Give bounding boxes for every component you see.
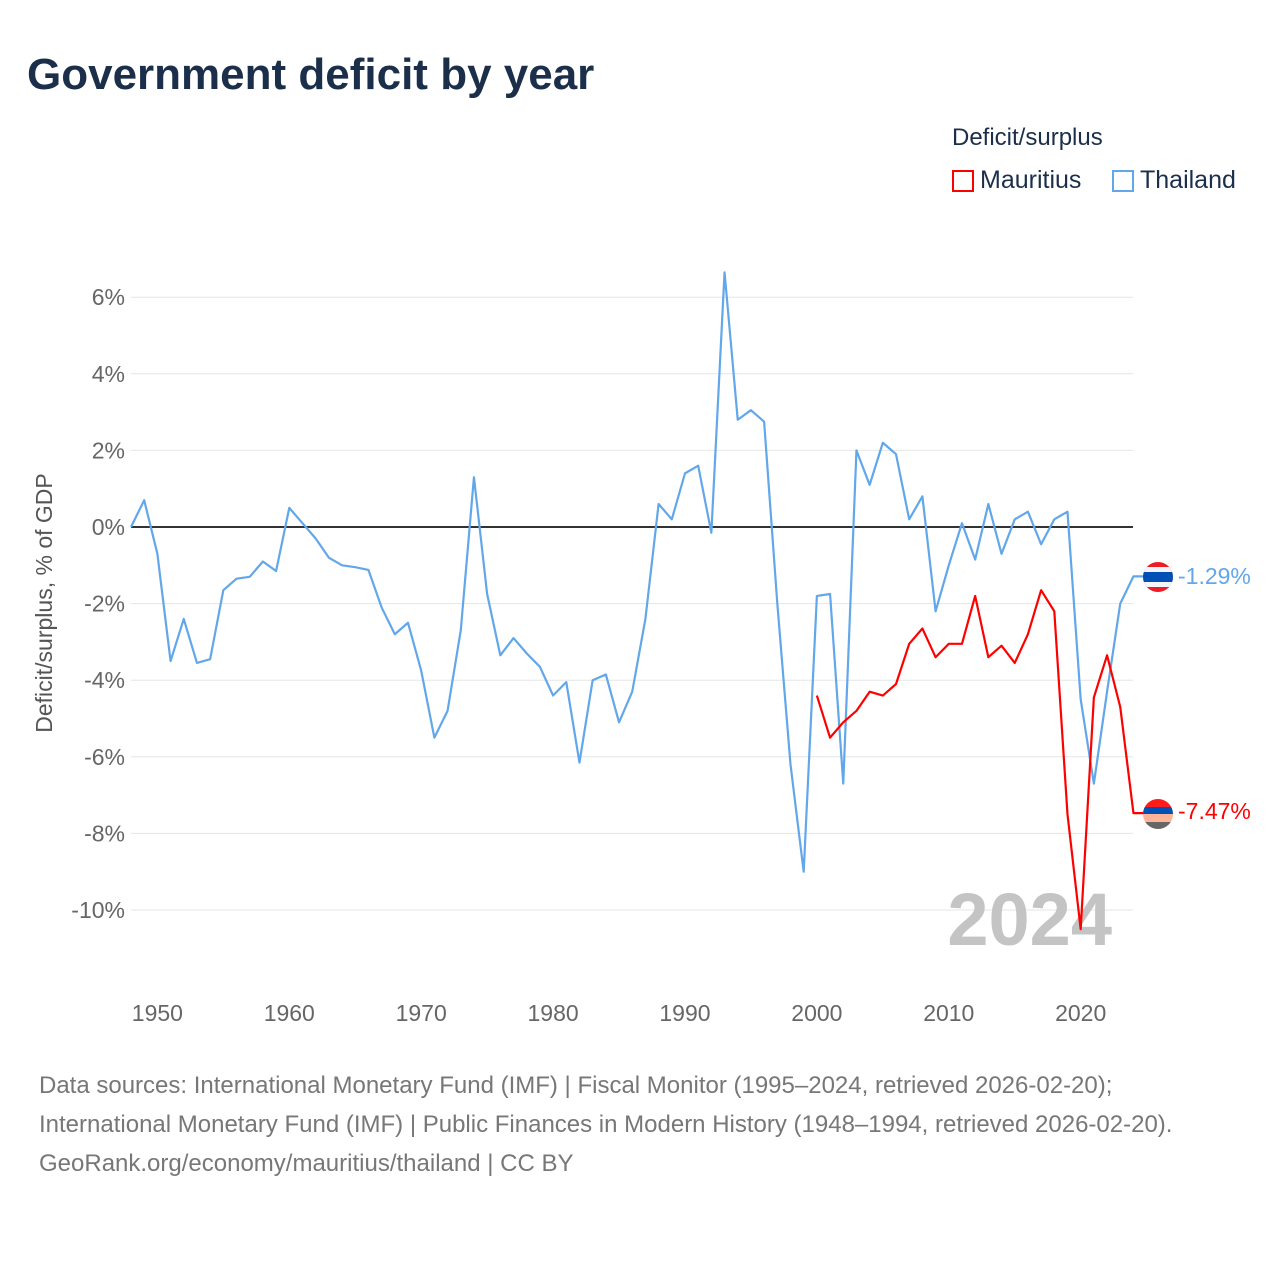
attribution-link[interactable]: GeoRank.org/economy/mauritius/thailand |… (39, 1150, 574, 1177)
y-tick-label: -2% (84, 591, 125, 617)
mauritius-end-label: -7.47% (1178, 798, 1251, 824)
x-tick-label: 2010 (923, 1000, 974, 1026)
thailand-flag-icon (1143, 562, 1173, 592)
legend-label-mauritius: Mauritius (980, 166, 1082, 194)
legend-title: Deficit/surplus (952, 124, 1103, 151)
legend-item-thailand[interactable]: Thailand (1112, 166, 1236, 195)
y-tick-label: -8% (84, 820, 125, 846)
legend-swatch-thailand (1112, 169, 1134, 192)
x-tick-label: 1980 (527, 1000, 578, 1026)
thailand-end-label: -1.29% (1178, 563, 1251, 589)
y-axis-title: Deficit/surplus, % of GDP (31, 473, 57, 732)
y-tick-label: 4% (92, 361, 125, 387)
y-tick-label: -4% (84, 667, 125, 693)
mauritius-flag-icon (1143, 799, 1173, 829)
x-tick-label: 1960 (264, 1000, 315, 1026)
chart-plot: 6% 4% 2% 0% -2% -4% -6% -8% -10% 1950 1960 1970 1980… (31, 271, 1251, 1026)
legend-swatch-mauritius (952, 169, 974, 192)
x-tick-label: 1990 (659, 1000, 710, 1026)
footer: Data sources: International Monetary Fun… (39, 1066, 1239, 1183)
series-line-thailand (130, 271, 1143, 873)
y-tick-label: 0% (92, 514, 125, 540)
chart-title: Government deficit by year (27, 50, 595, 99)
y-tick-label: -10% (71, 897, 125, 923)
data-sources: Data sources: International Monetary Fun… (39, 1072, 1173, 1138)
legend-item-mauritius[interactable]: Mauritius (952, 166, 1081, 195)
y-tick-label: 2% (92, 437, 125, 463)
y-tick-label: 6% (92, 284, 125, 310)
x-tick-label: 1950 (132, 1000, 183, 1026)
y-tick-label: -6% (84, 744, 125, 770)
x-tick-label: 2020 (1055, 1000, 1106, 1026)
legend-label-thailand: Thailand (1140, 166, 1236, 194)
year-watermark: 2024 (947, 878, 1112, 961)
x-tick-label: 2000 (791, 1000, 842, 1026)
series-line-mauritius (815, 589, 1143, 931)
x-tick-label: 1970 (396, 1000, 447, 1026)
